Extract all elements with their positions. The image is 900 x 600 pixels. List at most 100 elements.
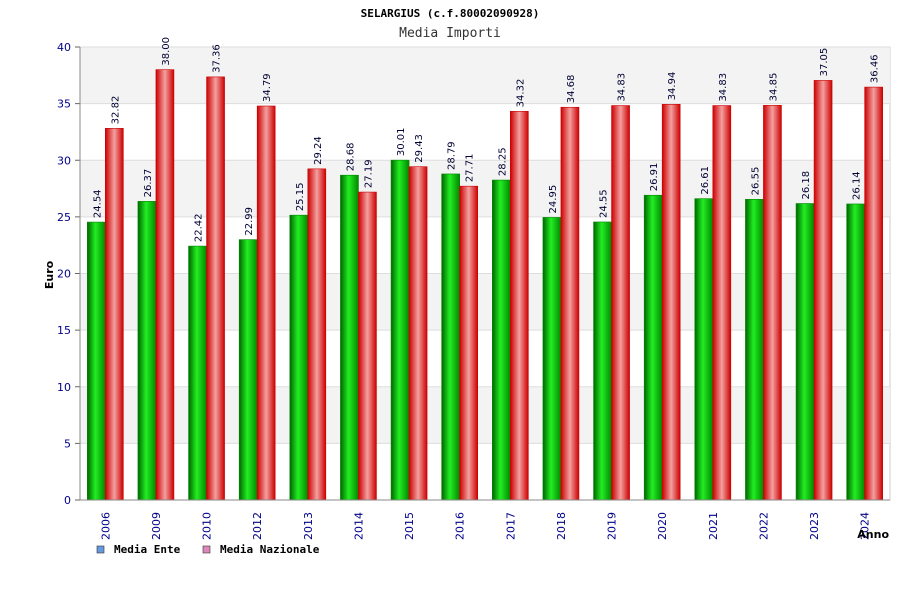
- bar-media-ente-2012: [238, 239, 258, 501]
- bar-media-ente-2010: [188, 245, 207, 501]
- data-label-media-nazionale-2017: 34.32: [515, 79, 526, 108]
- data-label-media-ente-2014: 28.68: [345, 143, 356, 172]
- legend-label-media-nazionale: Media Nazionale: [220, 543, 320, 556]
- data-label-media-nazionale-2018: 34.68: [566, 75, 577, 104]
- x-axis-ticks: 2006 2009 2010 2012 2013 2014 2015 2016 2017 2018…: [99, 512, 871, 540]
- data-label-media-ente-2010: 22.42: [194, 213, 205, 242]
- x-axis-label: Anno: [857, 528, 889, 541]
- data-label-media-nazionale-2023: 37.05: [819, 48, 830, 77]
- bar-media-nazionale-2017: [510, 111, 529, 501]
- bar-media-ente-2006: [87, 221, 106, 501]
- x-tick-label-2016: 2016: [454, 512, 467, 540]
- x-tick-label-2012: 2012: [251, 512, 264, 540]
- x-tick-label-2019: 2019: [606, 512, 619, 540]
- x-tick-label-2021: 2021: [707, 512, 720, 540]
- data-label-media-ente-2016: 28.79: [447, 141, 458, 170]
- bar-media-ente-2023: [795, 203, 815, 501]
- bar-media-ente-2020: [643, 194, 663, 501]
- x-tick-label-2022: 2022: [757, 512, 770, 540]
- bar-media-ente-2015: [390, 159, 410, 501]
- legend-label-media-ente: Media Ente: [114, 543, 181, 556]
- y-tick-label: 10: [57, 381, 71, 394]
- bar-media-ente-2017: [492, 179, 511, 501]
- bar-media-nazionale-2024: [864, 86, 883, 501]
- x-tick-label-2024: 2024: [859, 512, 872, 540]
- x-tick-label-2010: 2010: [201, 512, 214, 540]
- bar-media-nazionale-2021: [712, 105, 732, 501]
- data-label-media-ente-2006: 24.54: [92, 189, 103, 218]
- bar-media-ente-2021: [694, 198, 714, 501]
- data-label-media-nazionale-2013: 29.24: [313, 136, 324, 165]
- data-label-media-nazionale-2024: 36.46: [870, 54, 881, 83]
- data-label-media-ente-2018: 24.95: [548, 185, 559, 214]
- x-tick-label-2018: 2018: [555, 512, 568, 540]
- bar-media-nazionale-2023: [813, 80, 833, 501]
- data-label-media-ente-2022: 26.55: [750, 167, 761, 196]
- data-labels-group: 24.54 32.82 26.37 38.00 22.42 37.36 22.99 34.79…: [92, 37, 880, 242]
- legend-swatch-media-nazionale: [202, 545, 211, 554]
- bar-media-nazionale-2006: [105, 128, 124, 501]
- x-tick-label-2014: 2014: [352, 512, 365, 540]
- bar-media-nazionale-2022: [763, 105, 782, 501]
- data-label-media-nazionale-2015: 29.43: [414, 134, 425, 163]
- data-label-media-ente-2021: 26.61: [700, 166, 711, 195]
- bar-media-nazionale-2012: [256, 105, 276, 501]
- data-label-media-nazionale-2010: 37.36: [212, 44, 223, 73]
- data-label-media-nazionale-2022: 34.85: [768, 73, 779, 102]
- data-label-media-nazionale-2012: 34.79: [262, 73, 273, 102]
- bar-media-ente-2014: [340, 174, 359, 501]
- bar-media-nazionale-2013: [307, 168, 327, 501]
- bar-media-nazionale-2016: [459, 185, 478, 501]
- bar-media-ente-2009: [137, 201, 157, 501]
- x-tick-label-2017: 2017: [504, 512, 517, 540]
- data-label-media-ente-2023: 26.18: [801, 171, 812, 200]
- bar-media-ente-2016: [441, 173, 460, 501]
- bar-media-nazionale-2010: [206, 76, 225, 501]
- y-axis-label: Euro: [43, 260, 56, 289]
- bar-media-nazionale-2018: [560, 106, 580, 501]
- chart-title: SELARGIUS (c.f.80002090928): [361, 7, 540, 20]
- data-label-media-ente-2020: 26.91: [649, 163, 660, 192]
- y-tick-label: 25: [57, 211, 71, 224]
- x-tick-label-2020: 2020: [656, 512, 669, 540]
- data-label-media-nazionale-2020: 34.94: [667, 72, 678, 101]
- bar-media-nazionale-2019: [611, 105, 630, 501]
- chart-subtitle: Media Importi: [399, 26, 501, 41]
- x-tick-label-2013: 2013: [302, 512, 315, 540]
- data-label-media-ente-2024: 26.14: [852, 171, 863, 200]
- bar-media-ente-2024: [846, 203, 865, 501]
- bar-media-ente-2019: [593, 221, 612, 501]
- bar-media-ente-2022: [745, 199, 764, 501]
- bar-media-nazionale-2015: [408, 166, 428, 501]
- legend: Media Ente Media Nazionale: [96, 543, 320, 556]
- data-label-media-ente-2015: 30.01: [396, 127, 407, 156]
- bar-media-nazionale-2014: [358, 191, 377, 501]
- y-tick-label: 20: [57, 268, 71, 281]
- bar-media-nazionale-2009: [155, 69, 175, 501]
- x-tick-label-2009: 2009: [150, 512, 163, 540]
- data-label-media-ente-2019: 24.55: [599, 189, 610, 218]
- y-axis-ticks: 0 5 10 15 20 25 30 35 40: [57, 41, 890, 507]
- bar-media-nazionale-2020: [661, 104, 681, 501]
- bars-group: [87, 69, 883, 501]
- data-label-media-ente-2013: 25.15: [295, 183, 306, 212]
- x-tick-label-2023: 2023: [808, 512, 821, 540]
- bar-media-ente-2018: [542, 217, 562, 501]
- y-tick-label: 15: [57, 324, 71, 337]
- data-label-media-nazionale-2006: 32.82: [110, 96, 121, 125]
- data-label-media-nazionale-2021: 34.83: [718, 73, 729, 102]
- y-tick-label: 35: [57, 98, 71, 111]
- data-label-media-nazionale-2009: 38.00: [161, 37, 172, 66]
- x-tick-label-2015: 2015: [403, 512, 416, 540]
- bar-media-ente-2013: [289, 214, 309, 501]
- data-label-media-ente-2017: 28.25: [497, 147, 508, 176]
- y-tick-label: 40: [57, 41, 71, 54]
- data-label-media-ente-2009: 26.37: [143, 169, 154, 198]
- data-label-media-nazionale-2016: 27.71: [465, 154, 476, 183]
- y-tick-label: 30: [57, 154, 71, 167]
- data-label-media-nazionale-2019: 34.83: [617, 73, 628, 102]
- y-tick-label: 5: [64, 437, 71, 450]
- x-tick-label-2006: 2006: [99, 512, 112, 540]
- legend-swatch-media-ente: [96, 545, 105, 554]
